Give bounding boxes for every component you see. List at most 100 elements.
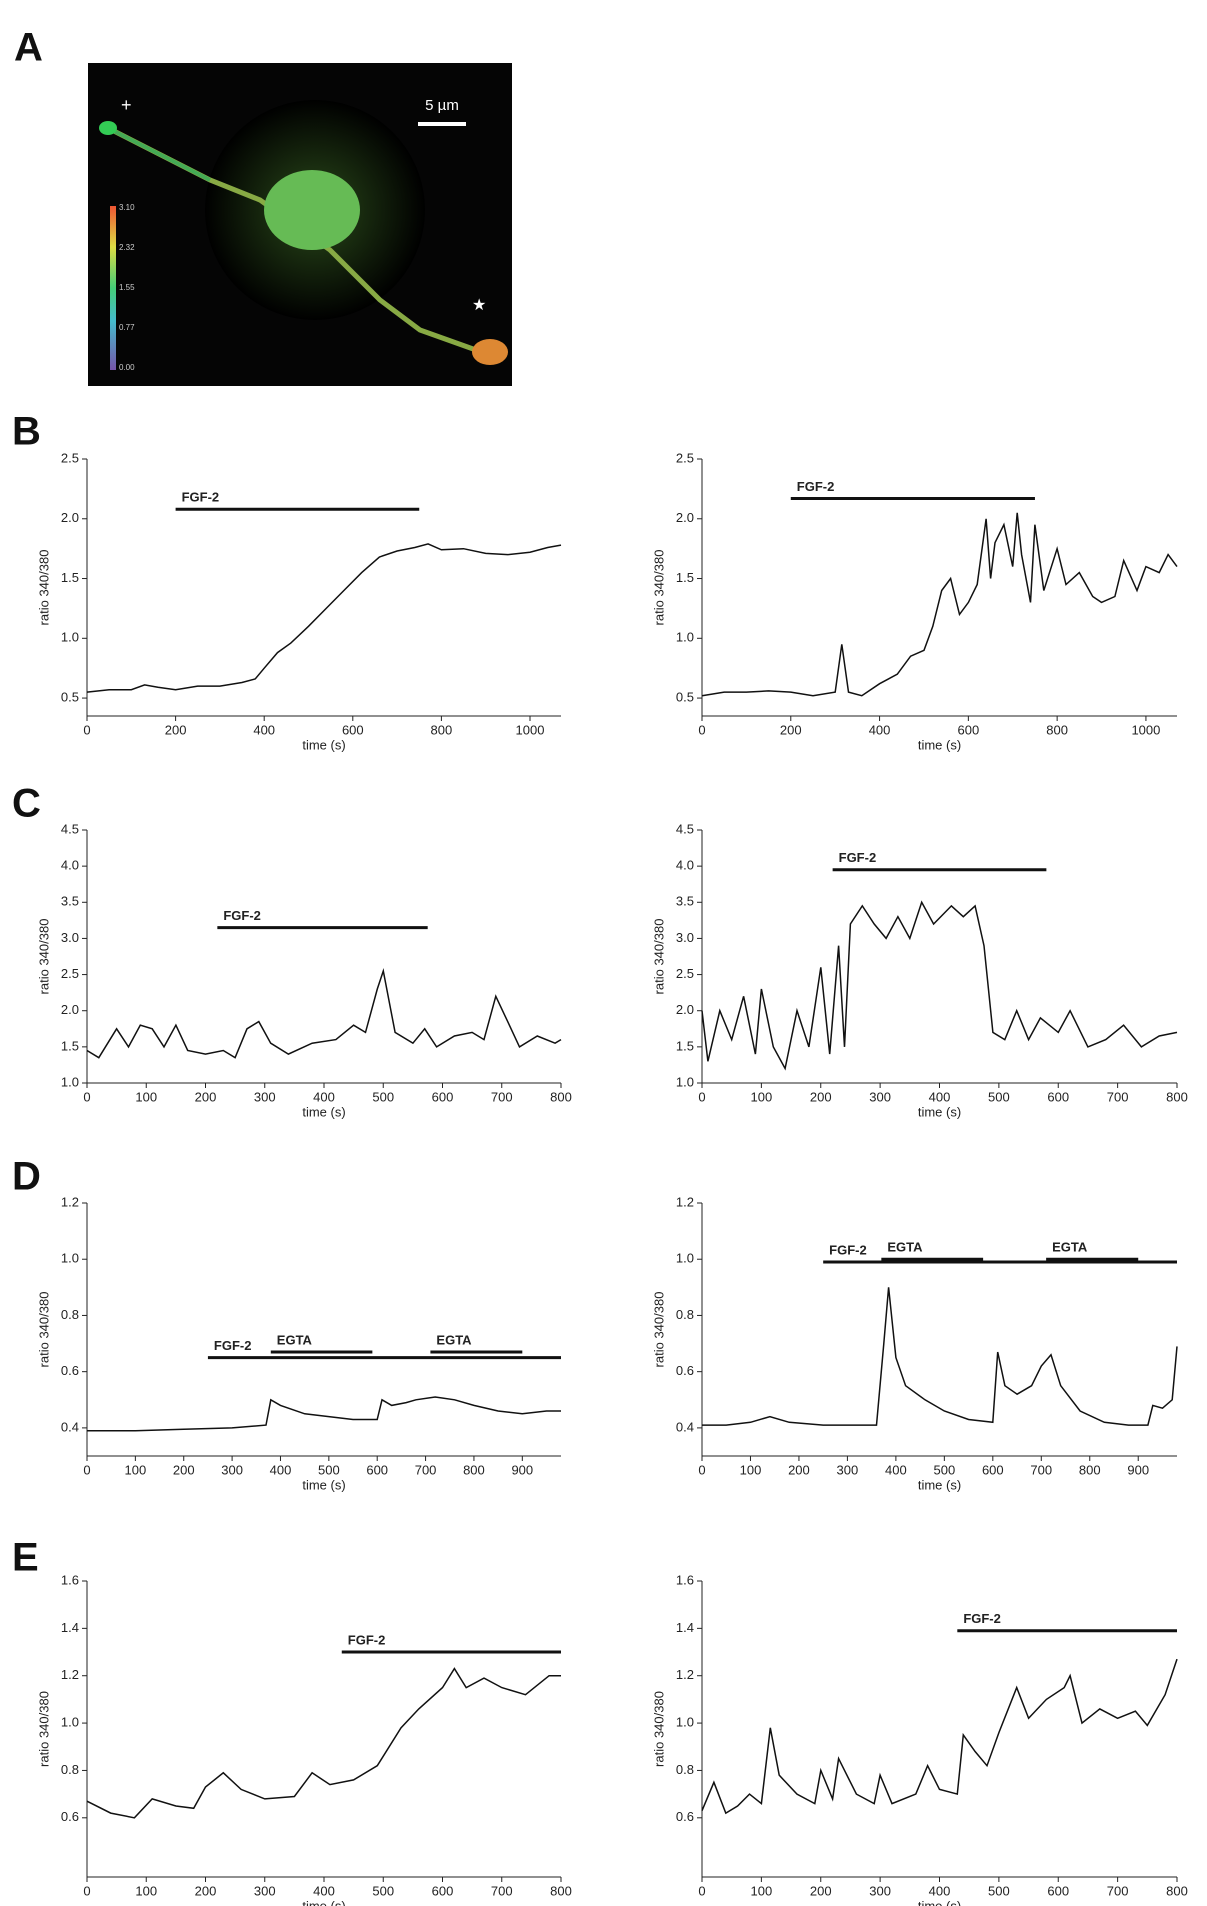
y-tick-label: 1.0 <box>61 1715 79 1730</box>
y-tick-label: 1.0 <box>676 630 694 645</box>
y-tick-label: 1.0 <box>61 630 79 645</box>
x-tick-label: 700 <box>491 1089 513 1104</box>
x-tick-label: 200 <box>810 1089 832 1104</box>
y-tick-label: 1.4 <box>61 1620 79 1635</box>
x-tick-label: 600 <box>342 722 364 737</box>
x-tick-label: 100 <box>751 1883 773 1898</box>
colorbar-label: 1.55 <box>119 283 135 292</box>
x-tick-label: 800 <box>1079 1462 1101 1477</box>
y-tick-label: 1.2 <box>676 1667 694 1682</box>
y-tick-label: 4.0 <box>61 858 79 873</box>
y-tick-label: 2.0 <box>61 1002 79 1017</box>
x-tick-label: 1000 <box>1131 722 1160 737</box>
colorbar-label: 0.00 <box>119 363 135 372</box>
y-tick-label: 1.6 <box>676 1572 694 1587</box>
scale-bar-label: 5 µm <box>425 97 459 114</box>
y-tick-label: 0.6 <box>61 1809 79 1824</box>
x-tick-label: 0 <box>83 1462 90 1477</box>
x-tick-label: 800 <box>550 1883 572 1898</box>
x-tick-label: 300 <box>254 1883 276 1898</box>
x-tick-label: 900 <box>511 1462 533 1477</box>
y-tick-label: 0.5 <box>676 690 694 705</box>
colorbar-label: 2.32 <box>119 243 135 252</box>
y-tick-label: 1.0 <box>61 1251 79 1266</box>
treatment-label: EGTA <box>277 1332 313 1347</box>
x-axis-label: time (s) <box>302 1477 345 1492</box>
x-tick-label: 1000 <box>516 722 545 737</box>
x-tick-label: 400 <box>869 722 891 737</box>
y-tick-label: 4.5 <box>61 821 79 836</box>
y-tick-label: 3.0 <box>676 930 694 945</box>
x-tick-label: 200 <box>810 1883 832 1898</box>
y-tick-label: 3.0 <box>61 930 79 945</box>
panel-letter: A <box>14 26 43 70</box>
x-tick-label: 0 <box>83 1089 90 1104</box>
x-tick-label: 400 <box>270 1462 292 1477</box>
y-axis-label: ratio 340/380 <box>36 550 51 626</box>
y-tick-label: 1.2 <box>676 1194 694 1209</box>
treatment-label: FGF-2 <box>223 908 261 923</box>
x-tick-label: 700 <box>1030 1462 1052 1477</box>
x-tick-label: 200 <box>788 1462 810 1477</box>
x-tick-label: 500 <box>318 1462 340 1477</box>
treatment-label: EGTA <box>1052 1240 1088 1255</box>
y-tick-label: 0.4 <box>676 1419 694 1434</box>
x-tick-label: 800 <box>431 722 453 737</box>
x-tick-label: 500 <box>372 1883 394 1898</box>
x-tick-label: 600 <box>366 1462 388 1477</box>
x-tick-label: 100 <box>125 1462 147 1477</box>
x-tick-label: 800 <box>550 1089 572 1104</box>
micrograph: + ★ <box>88 63 512 386</box>
treatment-label: FGF-2 <box>839 850 877 865</box>
y-axis-label: ratio 340/380 <box>36 919 51 995</box>
y-tick-label: 2.0 <box>676 1002 694 1017</box>
y-tick-label: 2.5 <box>676 966 694 981</box>
treatment-label: EGTA <box>436 1332 472 1347</box>
x-tick-label: 200 <box>195 1089 217 1104</box>
x-tick-label: 700 <box>415 1462 437 1477</box>
x-tick-label: 0 <box>698 722 705 737</box>
trace <box>701 512 1178 697</box>
y-tick-label: 0.6 <box>676 1809 694 1824</box>
y-tick-label: 1.4 <box>676 1620 694 1635</box>
x-tick-label: 300 <box>869 1883 891 1898</box>
x-tick-label: 400 <box>313 1883 335 1898</box>
y-axis-label: ratio 340/380 <box>36 1292 51 1368</box>
y-tick-label: 0.8 <box>676 1762 694 1777</box>
x-axis-label: time (s) <box>918 1898 961 1906</box>
x-tick-label: 600 <box>432 1883 454 1898</box>
treatment-label: FGF-2 <box>829 1242 867 1257</box>
panel-letter: C <box>12 782 41 826</box>
x-tick-label: 0 <box>698 1089 705 1104</box>
x-tick-label: 300 <box>221 1462 243 1477</box>
y-tick-label: 2.5 <box>676 450 694 465</box>
x-tick-label: 700 <box>1107 1883 1129 1898</box>
y-tick-label: 1.5 <box>676 570 694 585</box>
x-tick-label: 600 <box>432 1089 454 1104</box>
y-axis-label: ratio 340/380 <box>36 1691 51 1767</box>
y-tick-label: 1.0 <box>61 1074 79 1089</box>
x-tick-label: 800 <box>1046 722 1068 737</box>
treatment-label: EGTA <box>887 1240 923 1255</box>
x-tick-label: 200 <box>195 1883 217 1898</box>
x-tick-label: 600 <box>982 1462 1004 1477</box>
treatment-label: FGF-2 <box>797 479 835 494</box>
x-tick-label: 0 <box>698 1462 705 1477</box>
svg-text:★: ★ <box>472 297 486 314</box>
treatment-label: FGF-2 <box>182 490 220 505</box>
y-tick-label: 1.5 <box>676 1038 694 1053</box>
y-tick-label: 1.2 <box>61 1667 79 1682</box>
x-tick-label: 0 <box>83 722 90 737</box>
y-tick-label: 0.5 <box>61 690 79 705</box>
y-tick-label: 0.8 <box>61 1307 79 1322</box>
x-tick-label: 800 <box>463 1462 485 1477</box>
y-tick-label: 0.6 <box>61 1363 79 1378</box>
x-tick-label: 800 <box>1166 1883 1188 1898</box>
x-tick-label: 0 <box>698 1883 705 1898</box>
y-tick-label: 3.5 <box>676 894 694 909</box>
x-tick-label: 900 <box>1127 1462 1149 1477</box>
x-axis-label: time (s) <box>302 737 345 752</box>
trace <box>701 1658 1178 1815</box>
y-tick-label: 1.6 <box>61 1572 79 1587</box>
